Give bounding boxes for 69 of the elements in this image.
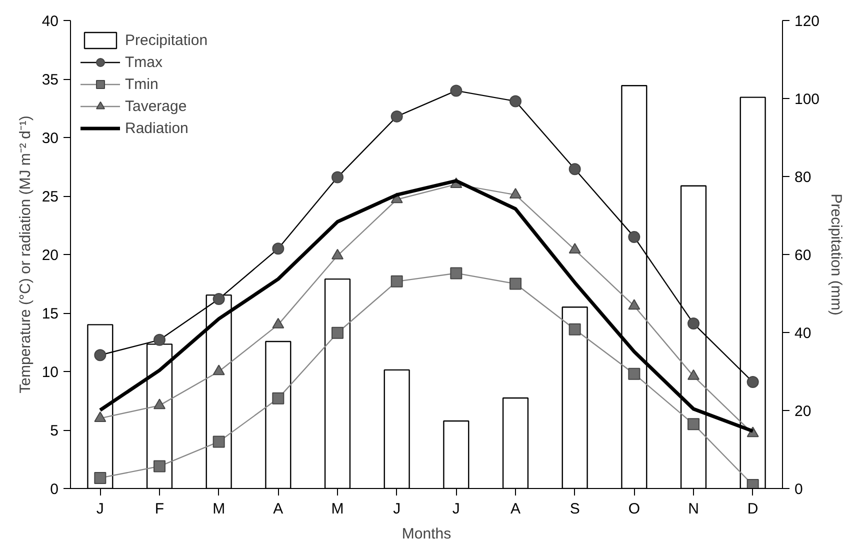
y-tick-label: 0 <box>50 481 58 498</box>
point <box>332 248 344 260</box>
y-tick-label: 15 <box>42 306 59 322</box>
legend-label: Taverage <box>125 98 187 114</box>
point <box>510 278 522 290</box>
y-tick-label: 35 <box>42 72 59 88</box>
x-tick-label: J <box>393 500 401 518</box>
y-tick-label: 40 <box>42 13 59 30</box>
point <box>332 171 344 184</box>
y2-tick-label: 40 <box>794 325 812 342</box>
x-tick-label: A <box>273 500 284 518</box>
x-axis-title: Months <box>402 526 452 542</box>
point <box>510 95 522 108</box>
y2-tick-label: 100 <box>794 91 820 108</box>
point <box>628 299 640 310</box>
y2-tick-label: 20 <box>794 403 812 420</box>
legend-label: Precipitation <box>125 32 208 48</box>
point <box>154 334 166 346</box>
legend-label: Radiation <box>125 120 188 136</box>
y-tick-label: 20 <box>42 247 59 264</box>
point <box>212 436 225 448</box>
y2-tick-label: 60 <box>794 247 812 264</box>
point <box>568 323 581 336</box>
y-tick-label: 30 <box>42 130 59 147</box>
y-tick-label: 25 <box>42 188 59 206</box>
point <box>688 318 700 330</box>
y2-tick-label: 120 <box>794 13 820 30</box>
point <box>212 292 225 305</box>
point <box>390 110 403 122</box>
point <box>746 478 759 488</box>
point <box>450 267 462 280</box>
point <box>510 188 522 199</box>
point <box>272 392 284 404</box>
point <box>568 163 581 176</box>
point <box>272 318 284 328</box>
y2-tick-label: 0 <box>794 481 803 498</box>
point <box>628 368 640 380</box>
point <box>212 364 225 376</box>
point <box>332 326 344 339</box>
legend-label: Tmax <box>125 54 162 70</box>
y2-axis-title: Precipitation (mm) <box>828 194 845 316</box>
point <box>568 242 581 254</box>
point <box>94 349 106 362</box>
x-tick-label: M <box>212 500 226 518</box>
legend-label: Tmin <box>125 76 158 92</box>
y-tick-label: 10 <box>42 364 59 381</box>
x-tick-label: A <box>510 500 521 518</box>
x-tick-label: N <box>688 500 699 518</box>
point <box>154 398 166 410</box>
x-tick-label: F <box>154 500 164 518</box>
x-tick-label: S <box>570 500 580 518</box>
point <box>94 472 106 484</box>
point <box>272 242 284 255</box>
y2-tick-label: 80 <box>794 169 812 186</box>
x-tick-label: J <box>96 500 104 518</box>
x-tick-label: J <box>452 500 460 518</box>
x-tick-label: M <box>331 500 344 518</box>
point <box>94 411 106 422</box>
y-tick-label: 5 <box>50 422 58 440</box>
x-tick-label: D <box>747 500 758 518</box>
point <box>390 275 403 288</box>
point <box>746 376 759 388</box>
x-tick-label: O <box>628 500 640 518</box>
point <box>688 418 700 430</box>
point <box>628 230 640 243</box>
point <box>154 460 166 472</box>
point <box>688 369 700 380</box>
y-axis-title: Temperature (°C) or radiation (MJ m⁻² d⁻¹) <box>16 116 34 394</box>
point <box>450 84 462 97</box>
